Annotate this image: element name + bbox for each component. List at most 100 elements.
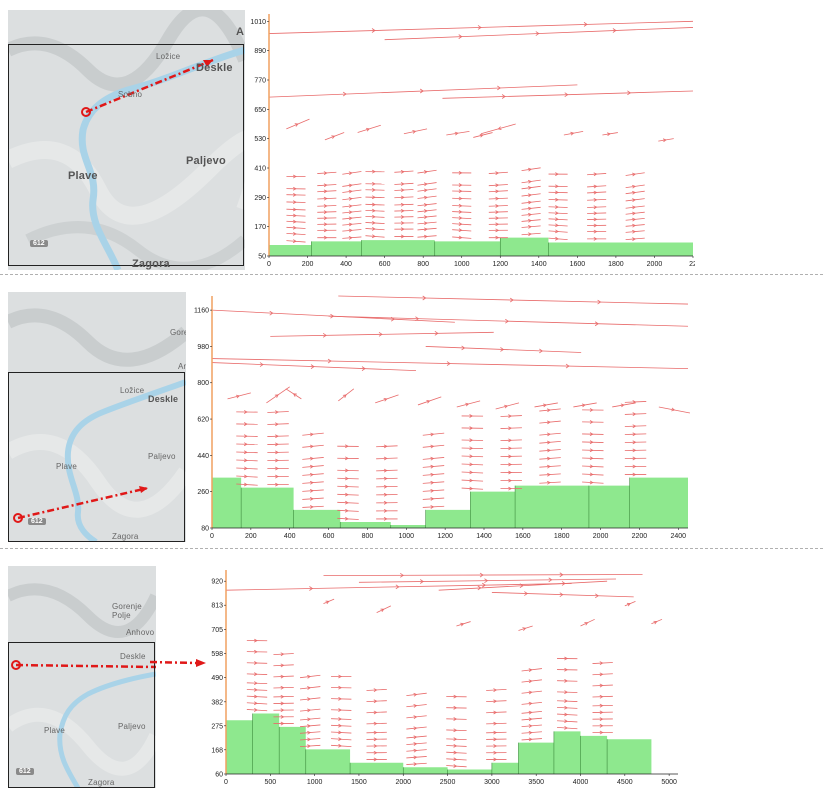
streamline [270, 330, 494, 338]
wind-vector [500, 470, 522, 475]
wind-vector [422, 444, 445, 449]
wind-vector [521, 710, 542, 715]
wind-vector [488, 183, 508, 188]
terrain-profile [212, 477, 688, 528]
wind-vector [486, 757, 507, 762]
map-view-2[interactable]: Gore An Deskle Ložice Plave Paljevo Zago… [8, 292, 186, 542]
x-tick-label: 1600 [570, 261, 586, 268]
wind-vector [461, 426, 484, 430]
x-tick-label: 600 [323, 533, 335, 540]
label-plave-2: Plave [56, 462, 78, 471]
wind-vector [582, 464, 604, 469]
wind-vector [488, 204, 508, 208]
wind-vector [658, 138, 674, 143]
label-zagora-3: Zagora [88, 778, 115, 787]
wind-vector [452, 209, 472, 214]
wind-vector [456, 400, 481, 408]
label-deskle-2: Deskle [148, 394, 179, 404]
wind-vector [582, 440, 604, 445]
wind-vector [286, 186, 306, 191]
wind-vector [366, 757, 387, 762]
map-view-1[interactable]: Deskle Ložice Sobno Plave Paljevo Zagora… [8, 10, 245, 270]
wind-vector [582, 472, 604, 477]
wind-vector [582, 448, 604, 453]
wind-vector [539, 456, 561, 461]
wind-vector [624, 432, 647, 437]
y-tick-label: 410 [254, 166, 266, 173]
wind-vector [521, 193, 541, 198]
wind-vector [592, 703, 613, 708]
wind-vector [452, 235, 472, 240]
wind-vector [557, 656, 578, 661]
wind-vector [299, 686, 321, 690]
wind-vector [236, 474, 258, 479]
wind-vector [587, 223, 607, 228]
wind-vector [342, 189, 362, 194]
section-start-2 [13, 513, 23, 523]
x-tick-label: 1800 [608, 261, 624, 268]
map-view-3[interactable]: Gorenje Polje Anhovo Deskle Plave Paljev… [8, 566, 156, 788]
x-tick-label: 200 [302, 261, 314, 268]
wind-vector [286, 239, 306, 244]
wind-vector [624, 412, 647, 417]
wind-vector [539, 432, 561, 437]
wind-vector [317, 183, 337, 188]
wind-vector [236, 458, 258, 463]
label-lozice-1: Ložice [156, 52, 181, 61]
wind-vector [331, 737, 352, 741]
wind-vector [521, 679, 542, 684]
wind-vector [521, 179, 541, 184]
wind-vector [624, 601, 636, 607]
label-corner-1: A [236, 26, 245, 38]
wind-vector [539, 480, 561, 485]
wind-vector [446, 130, 470, 136]
y-tick-label: 60 [215, 772, 223, 779]
wind-vector [486, 737, 507, 742]
wind-vector [582, 480, 604, 485]
wind-vector [587, 229, 607, 234]
wind-vector [452, 170, 472, 175]
wind-vector [317, 235, 337, 240]
wind-vector [417, 188, 437, 193]
wind-vector [548, 197, 568, 202]
wind-vector [337, 484, 359, 489]
wind-vector [365, 234, 385, 239]
wind-vector [267, 458, 289, 463]
x-tick-label: 0 [224, 779, 228, 786]
road-badge-1: 612 [30, 240, 48, 247]
wind-vector [394, 202, 414, 207]
wind-vector [376, 517, 398, 521]
wind-vector [394, 182, 414, 186]
wind-vector [267, 474, 289, 479]
streamline [338, 295, 689, 305]
label-gorenje-3: Gorenje Polje [112, 602, 142, 620]
wind-vector [521, 690, 542, 695]
wind-vector [337, 500, 359, 505]
y-tick-label: 920 [211, 579, 223, 586]
wind-vector [548, 229, 568, 234]
wind-vector [317, 222, 337, 227]
wind-vector [302, 505, 324, 509]
wind-vector [625, 229, 645, 234]
streamline [438, 580, 608, 591]
wind-vector [500, 438, 522, 443]
wind-vector [548, 217, 568, 222]
y-tick-label: 1160 [194, 308, 209, 315]
wind-vector [557, 725, 578, 730]
wind-vector [488, 189, 508, 194]
wind-vector [488, 210, 508, 214]
wind-vector [446, 728, 467, 733]
vector-chart-3: 920 813 705 598 490 382 275 168 600 500 1000 1500 20… [211, 570, 678, 786]
map-extent-box-1 [8, 44, 244, 266]
wind-vector [337, 508, 359, 513]
wind-vector [365, 208, 385, 213]
wind-vector [302, 488, 324, 493]
section-start-1 [81, 107, 91, 117]
wind-vector [273, 701, 294, 706]
wind-vector [286, 174, 306, 179]
wind-vector [337, 444, 359, 449]
wind-vector [267, 450, 289, 455]
wind-vector [495, 402, 520, 410]
wind-vector [417, 203, 437, 207]
wind-vector [338, 388, 355, 402]
